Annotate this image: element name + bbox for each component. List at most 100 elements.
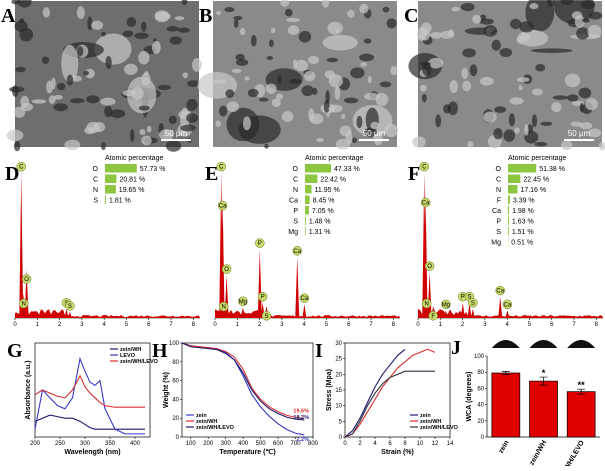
value-label: 7.05 %: [312, 208, 334, 215]
sem-texture: [524, 124, 528, 135]
y-tick-label: 100: [169, 341, 180, 347]
sem-texture: [70, 98, 85, 103]
bar: [305, 217, 306, 226]
x-tick-label: 4: [373, 441, 377, 447]
sem-texture: [282, 111, 294, 122]
peak-label: O: [224, 267, 229, 273]
sem-texture: [347, 10, 354, 18]
y-tick-label: 60: [172, 379, 179, 385]
sem-texture: [323, 35, 358, 51]
peak-label: Ca: [301, 296, 309, 302]
sem-texture: [248, 89, 259, 97]
sem-texture: [450, 80, 459, 93]
sem-texture: [461, 3, 475, 11]
peak-label: S: [471, 301, 475, 307]
sem-texture: [599, 142, 605, 150]
sem-texture: [364, 38, 372, 43]
sem-texture: [276, 93, 283, 99]
x-tick-label: 1: [439, 322, 443, 328]
category-label: C: [496, 177, 501, 184]
sem-texture: [581, 0, 595, 9]
y-tick-label: 10: [335, 404, 342, 410]
scale-label: 50 μm: [568, 129, 591, 138]
y-axis-label: Stress (Mpa): [326, 369, 333, 411]
category-label: O: [293, 166, 299, 173]
peak-label: Ca: [504, 302, 512, 308]
bar-title: Atomic percentage: [508, 155, 566, 162]
category-label: F: [497, 198, 501, 205]
sem-texture: [216, 11, 221, 15]
x-tick-label: 600: [273, 441, 284, 447]
sem-texture: [329, 74, 343, 87]
sem-texture: [327, 22, 343, 35]
value-label: 57.73 %: [140, 166, 166, 173]
x-tick-label: 4: [102, 322, 106, 328]
category-label: P: [293, 208, 298, 215]
bar: [305, 164, 331, 173]
sem-texture: [350, 67, 364, 78]
value-label: 20.81 %: [119, 177, 145, 184]
x-tick-label: zein: [498, 440, 511, 455]
spectrum-peak: [461, 303, 465, 318]
peak-label: C: [422, 165, 427, 171]
sem-texture: [529, 3, 538, 9]
x-tick-label: 0: [343, 441, 347, 447]
sem-texture: [266, 83, 277, 93]
x-tick-label: 0: [13, 322, 17, 328]
y-tick-label: 20: [477, 419, 484, 425]
panel-letter: J: [451, 337, 461, 359]
peak-label: O: [427, 264, 432, 270]
sem-texture: [493, 128, 502, 139]
sem-texture: [510, 97, 524, 104]
spectrum-background: [15, 309, 200, 318]
sem-texture: [589, 12, 603, 20]
sem-texture: [170, 36, 182, 44]
peak-label: N: [22, 302, 26, 308]
series-line: [182, 343, 304, 419]
peak-label: C: [19, 165, 24, 171]
sem-texture: [299, 31, 311, 43]
sem-texture: [91, 21, 103, 30]
y-tick-label: 0: [481, 435, 485, 441]
panel-letter: F: [408, 163, 420, 185]
bar: [508, 164, 536, 173]
spectrum-peak: [505, 310, 509, 318]
sem-texture: [264, 144, 268, 149]
peak-label: C: [219, 165, 224, 171]
sem-texture: [304, 71, 315, 81]
x-tick-label: zein/WH/LEVO: [556, 439, 586, 466]
peak-label: N: [222, 305, 226, 311]
value-label: 11.95 %: [315, 187, 340, 194]
sem-image: [15, 1, 199, 147]
x-tick-label: 3: [280, 322, 284, 328]
sem-texture: [582, 18, 590, 22]
x-tick-label: zein/WH: [529, 440, 549, 467]
sem-texture: [124, 64, 138, 75]
series-line: [182, 343, 304, 420]
sem-texture: [325, 90, 329, 103]
x-tick-label: 250: [55, 441, 66, 447]
panel-letter: B: [199, 5, 212, 27]
sem-texture: [375, 93, 388, 106]
end-label: 2.2%: [296, 437, 309, 443]
x-tick-label: 3: [483, 322, 487, 328]
sem-texture: [384, 124, 398, 137]
sem-texture: [532, 114, 537, 127]
sem-texture: [267, 56, 273, 60]
sem-texture: [186, 113, 198, 123]
spectrum-peak: [295, 257, 299, 318]
peak-label: Mg: [239, 299, 247, 305]
sem-texture: [87, 16, 92, 30]
bar-title: Atomic percentage: [105, 155, 163, 162]
sem-texture: [14, 141, 20, 151]
spectrum-peak: [19, 173, 23, 318]
series-line: [35, 415, 145, 429]
y-tick-label: 15: [335, 388, 342, 394]
sem-texture: [289, 79, 301, 84]
sem-texture: [561, 140, 572, 150]
x-axis-label: Wavelength (nm): [64, 449, 120, 456]
sem-texture: [53, 103, 68, 111]
bar: [105, 196, 106, 205]
sem-texture: [588, 25, 602, 39]
sem-texture: [122, 90, 136, 96]
